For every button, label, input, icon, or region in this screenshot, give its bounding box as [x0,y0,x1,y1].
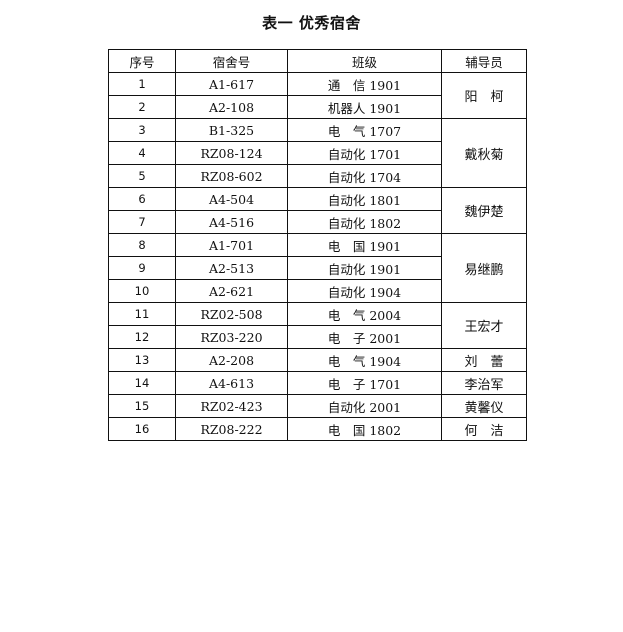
cell-no: 4 [108,141,176,165]
cell-room: A4-504 [175,187,288,211]
cell-advisor: 易继鹏 [441,233,527,303]
cell-no: 8 [108,233,176,257]
cell-no: 5 [108,164,176,188]
cell-class: 电 气 2004 [287,302,442,326]
header-advisor: 辅导员 [441,49,527,73]
cell-advisor: 刘 蕾 [441,348,527,372]
table-row: 2 A2-108 机器人 1901 [108,95,527,119]
cell-class: 机器人 1901 [287,95,442,119]
cell-class: 电 国 1802 [287,417,442,441]
cell-room: RZ08-124 [175,141,288,165]
cell-room: RZ02-508 [175,302,288,326]
cell-advisor: 阳 柯 [441,72,527,119]
header-row: 序号 宿舍号 班级 辅导员 [108,49,527,73]
table-row: 15 RZ02-423 自动化 2001 黄馨仪 [108,394,527,418]
cell-class: 电 气 1707 [287,118,442,142]
table-title: 表一 优秀宿舍 [262,14,361,32]
cell-room: RZ02-423 [175,394,288,418]
cell-room: A2-621 [175,279,288,303]
table-row: 14 A4-613 电 子 1701 李治军 [108,371,527,395]
cell-room: RZ03-220 [175,325,288,349]
table-row: 1 A1-617 通 信 1901 阳 柯 [108,72,527,119]
table-row: 10 A2-621 自动化 1904 [108,279,527,303]
cell-no: 13 [108,348,176,372]
cell-room: A2-208 [175,348,288,372]
cell-room: A2-513 [175,256,288,280]
table-row: 6 A4-504 自动化 1801 魏伊楚 [108,187,527,234]
cell-class: 自动化 1801 [287,187,442,211]
cell-class: 电 子 1701 [287,371,442,395]
cell-room: RZ08-222 [175,417,288,441]
cell-no: 14 [108,371,176,395]
table-row: 11 RZ02-508 电 气 2004 王宏才 [108,302,527,349]
cell-class: 自动化 1901 [287,256,442,280]
cell-advisor: 何 洁 [441,417,527,441]
cell-room: B1-325 [175,118,288,142]
cell-room: A2-108 [175,95,288,119]
cell-advisor: 李治军 [441,371,527,395]
cell-no: 11 [108,302,176,326]
cell-no: 6 [108,187,176,211]
cell-room: A4-613 [175,371,288,395]
cell-no: 12 [108,325,176,349]
cell-advisor: 黄馨仪 [441,394,527,418]
cell-advisor: 魏伊楚 [441,187,527,234]
cell-class: 通 信 1901 [287,72,442,96]
cell-class: 自动化 1904 [287,279,442,303]
cell-no: 16 [108,417,176,441]
table-row: 16 RZ08-222 电 国 1802 何 洁 [108,417,527,441]
table-row: 7 A4-516 自动化 1802 [108,210,527,234]
cell-no: 9 [108,256,176,280]
cell-class: 自动化 1802 [287,210,442,234]
header-no: 序号 [108,49,176,73]
cell-no: 1 [108,72,176,96]
dormitory-table: 序号 宿舍号 班级 辅导员 1 A1-617 通 信 1901 阳 柯 2 A2-108 机… [108,49,527,441]
cell-room: A4-516 [175,210,288,234]
cell-class: 电 气 1904 [287,348,442,372]
cell-class: 自动化 1701 [287,141,442,165]
cell-no: 3 [108,118,176,142]
cell-no: 7 [108,210,176,234]
cell-class: 电 子 2001 [287,325,442,349]
header-room: 宿舍号 [175,49,288,73]
header-class: 班级 [287,49,442,73]
cell-room: RZ08-602 [175,164,288,188]
cell-no: 2 [108,95,176,119]
cell-advisor: 王宏才 [441,302,527,349]
table-row: 8 A1-701 电 国 1901 易继鹏 [108,233,527,303]
table-row: 3 B1-325 电 气 1707 戴秋菊 [108,118,527,188]
cell-room: A1-701 [175,233,288,257]
table-row: 13 A2-208 电 气 1904 刘 蕾 [108,348,527,372]
table-row: 9 A2-513 自动化 1901 [108,256,527,280]
cell-class: 电 国 1901 [287,233,442,257]
cell-no: 10 [108,279,176,303]
cell-class: 自动化 2001 [287,394,442,418]
cell-room: A1-617 [175,72,288,96]
cell-no: 15 [108,394,176,418]
cell-advisor: 戴秋菊 [441,118,527,188]
cell-class: 自动化 1704 [287,164,442,188]
table-row: 12 RZ03-220 电 子 2001 [108,325,527,349]
